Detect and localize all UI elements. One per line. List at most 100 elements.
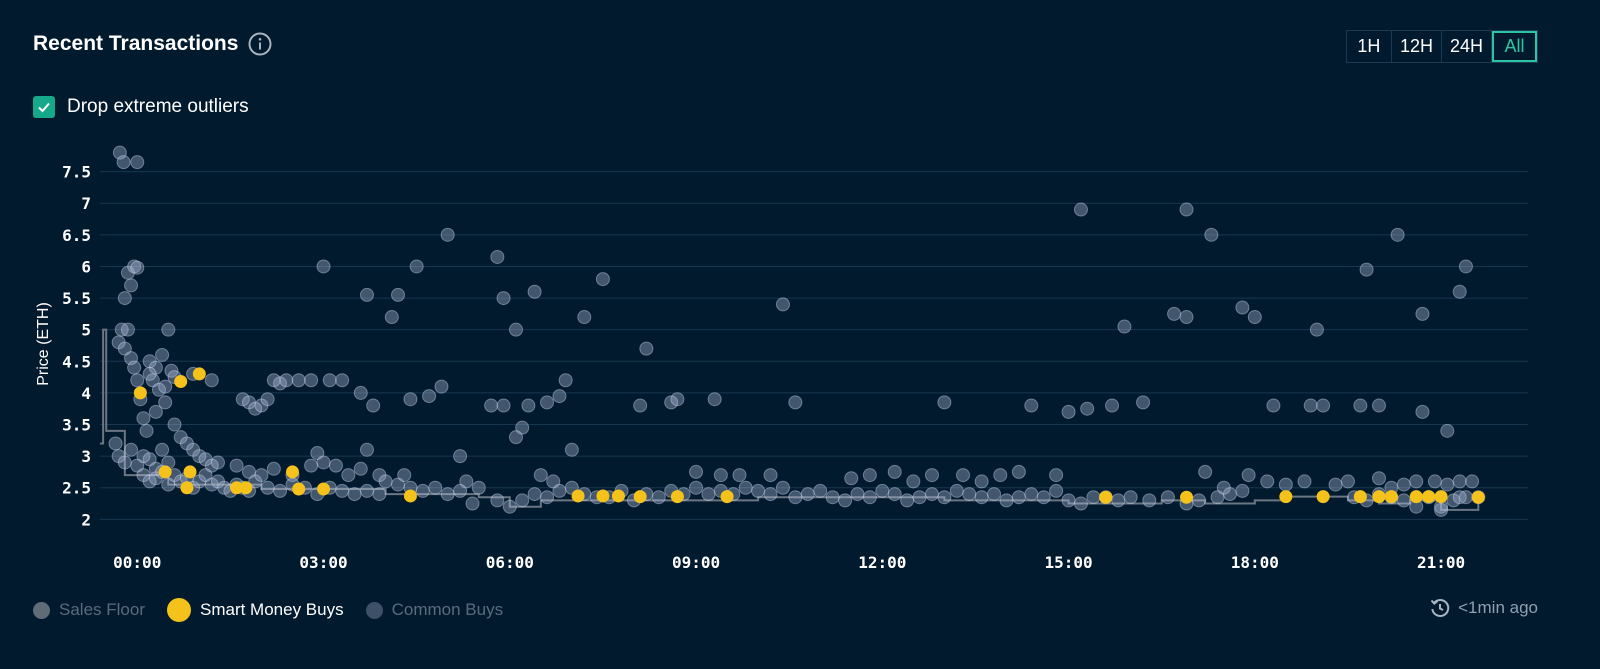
sales-floor-marker [33, 601, 50, 619]
common-buy-point [484, 398, 499, 413]
common-buy-point [1452, 490, 1467, 505]
x-tick-label: 18:00 [1231, 553, 1279, 572]
common-buy-point [254, 468, 269, 483]
common-buy-point [508, 322, 523, 337]
common-buy-point [204, 458, 219, 473]
info-icon[interactable] [248, 32, 272, 56]
common-buy-point [850, 487, 865, 502]
common-buy-point [117, 291, 132, 306]
common-buy-point [1235, 300, 1250, 315]
common-buy-point [862, 468, 877, 483]
common-buy-point [291, 373, 306, 388]
legend-sales-floor[interactable]: Sales Floor [33, 600, 145, 620]
common-buy-point [273, 483, 288, 498]
common-buy-point [210, 474, 225, 489]
common-buy-point [1465, 474, 1480, 489]
common-buy-point [142, 366, 157, 381]
y-tick-label: 4 [81, 384, 91, 403]
common-buy-point [577, 310, 592, 325]
common-buy-point [1160, 490, 1175, 505]
range-1h-button[interactable]: 1H [1347, 31, 1392, 62]
smart-money-point [1409, 490, 1423, 504]
common-buy-point [763, 487, 778, 502]
range-all-button[interactable]: All [1492, 31, 1537, 62]
common-buy-point [120, 265, 135, 280]
common-buy-point [148, 360, 163, 375]
common-buy-point [1024, 487, 1039, 502]
common-buy-point [900, 493, 915, 508]
common-buy-point [1011, 464, 1026, 479]
common-buy-point [515, 420, 530, 435]
common-buy-point [409, 259, 424, 274]
legend-common-buys[interactable]: Common Buys [365, 600, 503, 620]
common-buy-point [521, 398, 536, 413]
common-buy-point [341, 468, 356, 483]
common-buy-point [1446, 493, 1461, 508]
common-buy-point [1011, 490, 1026, 505]
common-buy-point [204, 373, 219, 388]
common-buy-point [164, 363, 179, 378]
legend: Sales Floor Smart Money Buys Common Buys [33, 598, 503, 622]
common-buy-point [825, 490, 840, 505]
range-12h-button[interactable]: 12H [1392, 31, 1442, 62]
common-buy-point [937, 490, 952, 505]
smart-money-point [670, 490, 684, 504]
common-buy-point [924, 487, 939, 502]
common-buys-marker [365, 601, 383, 619]
common-buy-point [1235, 483, 1250, 498]
common-buy-point [167, 417, 182, 432]
common-buy-point [763, 468, 778, 483]
legend-smart-money[interactable]: Smart Money Buys [166, 598, 344, 622]
common-buy-point [974, 474, 989, 489]
common-buy-point [1241, 468, 1256, 483]
common-buy-point [1316, 398, 1331, 413]
common-buy-point [322, 373, 337, 388]
common-buy-point [595, 272, 610, 287]
common-buy-point [155, 347, 170, 362]
common-buy-point [633, 398, 648, 413]
smart-money-point [403, 489, 417, 503]
common-buy-point [993, 468, 1008, 483]
range-24h-button[interactable]: 24H [1442, 31, 1492, 62]
y-tick-label: 7 [81, 194, 91, 213]
common-buy-point [248, 474, 263, 489]
common-buy-point [1371, 471, 1386, 486]
common-buy-point [335, 373, 350, 388]
common-buy-point [161, 477, 176, 492]
common-buy-point [1303, 398, 1318, 413]
common-buy-point [1371, 398, 1386, 413]
y-tick-label: 2 [81, 510, 91, 529]
common-buy-point [108, 436, 123, 451]
common-buy-point [111, 335, 126, 350]
drop-outliers-checkbox[interactable] [33, 96, 55, 118]
common-buy-point [372, 468, 387, 483]
common-buy-point [384, 310, 399, 325]
common-buy-point [788, 395, 803, 410]
common-buy-point [1080, 401, 1095, 416]
common-buy-point [1117, 319, 1132, 334]
x-tick-label: 03:00 [299, 553, 347, 572]
common-buy-point [273, 376, 288, 391]
common-buy-point [434, 379, 449, 394]
smart-money-point [317, 482, 331, 496]
common-buy-point [459, 474, 474, 489]
common-buy-point [788, 490, 803, 505]
common-buy-point [453, 483, 468, 498]
common-buy-point [391, 287, 406, 302]
common-buy-point [359, 483, 374, 498]
common-buy-point [210, 455, 225, 470]
common-buy-point [116, 155, 131, 170]
common-buy-point [1396, 493, 1411, 508]
smart-money-point [1279, 490, 1293, 504]
common-buy-point [533, 468, 548, 483]
smart-money-point [1099, 490, 1113, 504]
clock-refresh-icon [1430, 599, 1450, 617]
chart-title-group: Recent Transactions [33, 32, 272, 56]
smart-money-point [1422, 490, 1436, 504]
x-tick-label: 12:00 [858, 553, 906, 572]
common-buy-point [496, 398, 511, 413]
common-buy-point [496, 291, 511, 306]
common-buy-point [1409, 474, 1424, 489]
common-buy-point [148, 404, 163, 419]
common-buy-point [515, 493, 530, 508]
